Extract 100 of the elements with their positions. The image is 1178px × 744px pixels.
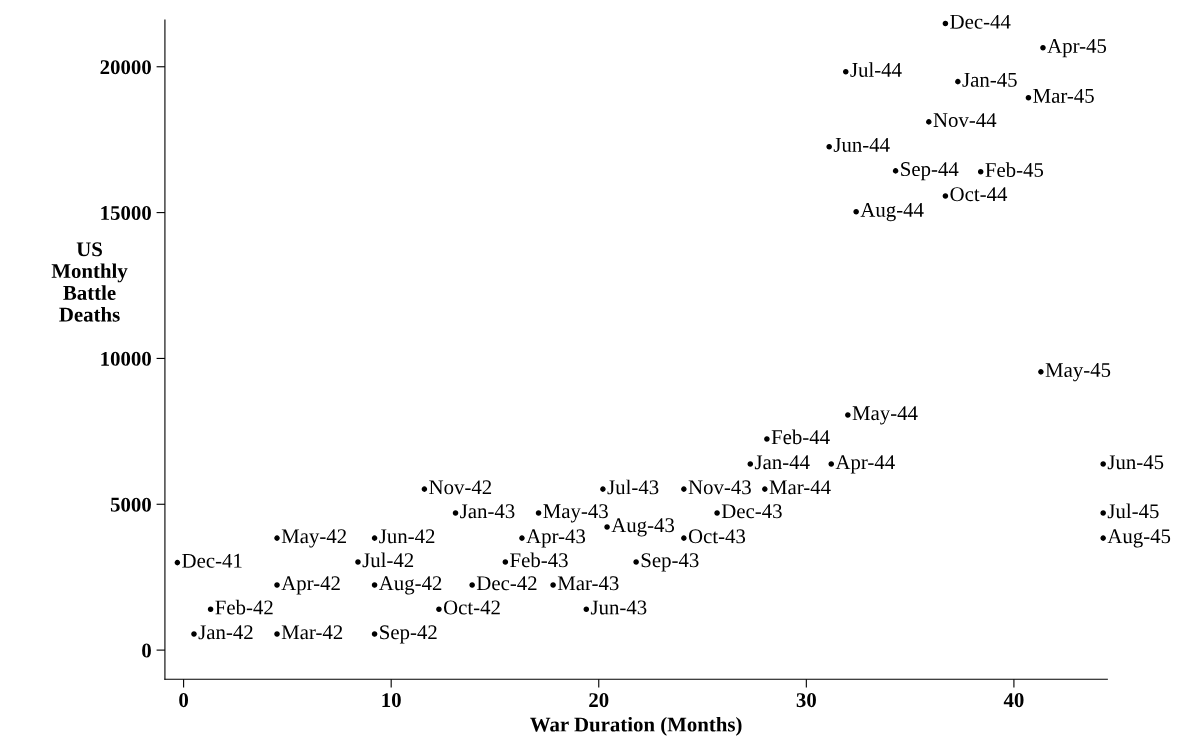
point (535, 510, 542, 516)
point (1100, 461, 1106, 467)
point (681, 486, 687, 492)
data-label: Oct-42 (443, 600, 500, 615)
data-label: Sep-44 (901, 162, 959, 181)
point (1038, 369, 1044, 375)
point (942, 193, 949, 199)
data-label: Dec-42 (476, 576, 537, 591)
data-label: Jul-44 (850, 62, 902, 77)
point (1040, 45, 1046, 51)
data-label: Nov-42 (429, 480, 492, 495)
data-label: Oct-44 (950, 187, 1008, 202)
data-label: Aug-44 (860, 202, 924, 222)
point (926, 119, 932, 125)
point (942, 20, 949, 27)
point (274, 631, 280, 637)
point (892, 168, 899, 174)
data-label: May-42 (281, 529, 346, 548)
data-label: Aug-42 (378, 576, 442, 595)
point (826, 143, 832, 150)
data-label: Jun-43 (590, 600, 647, 615)
data-label: Apr-45 (1047, 39, 1107, 58)
point (853, 208, 859, 215)
data-label: Aug-43 (611, 518, 675, 537)
point (600, 486, 606, 492)
data-label: Feb-44 (771, 429, 830, 445)
point (714, 510, 720, 516)
data-label: Jan-42 (198, 625, 253, 640)
data-label: Feb-42 (215, 599, 273, 615)
data-label: Dec-44 (950, 14, 1011, 29)
point (469, 582, 475, 588)
data-label: Jan-43 (460, 504, 515, 519)
point (452, 510, 459, 516)
data-label: Dec-43 (721, 504, 782, 519)
point (371, 582, 378, 588)
point (681, 535, 687, 541)
point (955, 78, 961, 85)
point (583, 606, 590, 613)
data-label: Sep-43 (641, 553, 699, 572)
point (207, 606, 214, 613)
point (633, 559, 639, 565)
point (747, 461, 754, 467)
x-axis-title: War Duration (Months) (530, 716, 742, 736)
data-label: May-45 (1045, 363, 1111, 382)
data-label: Mar-43 (557, 576, 619, 591)
x-tick-label: 30 (796, 693, 816, 708)
x-tick-label: 10 (382, 693, 401, 708)
point (421, 486, 428, 492)
data-label: Jul-45 (1107, 503, 1159, 519)
data-label: Feb-45 (985, 162, 1044, 177)
data-label: Nov-43 (688, 480, 751, 495)
data-label: Nov-44 (933, 113, 997, 128)
point (604, 524, 610, 530)
data-label: May-44 (852, 406, 918, 425)
point (174, 559, 181, 566)
data-label: Jul-42 (362, 552, 414, 568)
point (1100, 535, 1106, 541)
point (191, 631, 197, 637)
x-tick-label: 40 (1003, 693, 1024, 708)
point (274, 535, 280, 541)
data-label: Aug-45 (1107, 529, 1171, 548)
point (845, 412, 851, 418)
point (977, 168, 984, 175)
y-axis-title: US Monthly Battle Deaths (51, 242, 128, 322)
point (828, 461, 835, 467)
y-tick-label: 10000 (101, 351, 151, 366)
data-label: Jun-45 (1107, 455, 1164, 470)
y-tick-label: 20000 (100, 60, 151, 75)
y-tick-label: 5000 (110, 497, 151, 512)
point (371, 631, 378, 637)
point (550, 582, 556, 588)
data-label: Jan-44 (754, 455, 810, 470)
data-label: Mar-42 (281, 625, 343, 640)
data-label: Feb-43 (510, 552, 568, 568)
data-label: Mar-44 (769, 480, 831, 495)
x-tick-label: 20 (589, 693, 609, 708)
point (502, 559, 509, 565)
point (762, 486, 768, 492)
data-label: Jun-42 (379, 529, 435, 544)
data-label: Jun-44 (833, 137, 890, 152)
point (519, 535, 525, 541)
data-label: Sep-42 (380, 625, 437, 644)
point (274, 582, 280, 588)
data-label: Apr-42 (281, 576, 340, 595)
y-tick-label: 0 (142, 643, 151, 658)
point (764, 436, 770, 442)
data-label: May-43 (543, 504, 608, 523)
data-label: Oct-43 (688, 529, 746, 544)
point (355, 559, 361, 565)
data-label: Jul-43 (607, 479, 659, 495)
y-tick-label: 15000 (101, 205, 151, 221)
data-label: Dec-41 (182, 553, 242, 568)
data-label: Jan-45 (962, 72, 1017, 87)
data-label: Apr-43 (526, 529, 586, 548)
point (436, 606, 442, 613)
x-tick-label: 0 (179, 693, 189, 708)
point (1100, 510, 1106, 516)
point (842, 68, 849, 75)
data-label: Mar-45 (1033, 88, 1094, 103)
point (371, 535, 378, 541)
